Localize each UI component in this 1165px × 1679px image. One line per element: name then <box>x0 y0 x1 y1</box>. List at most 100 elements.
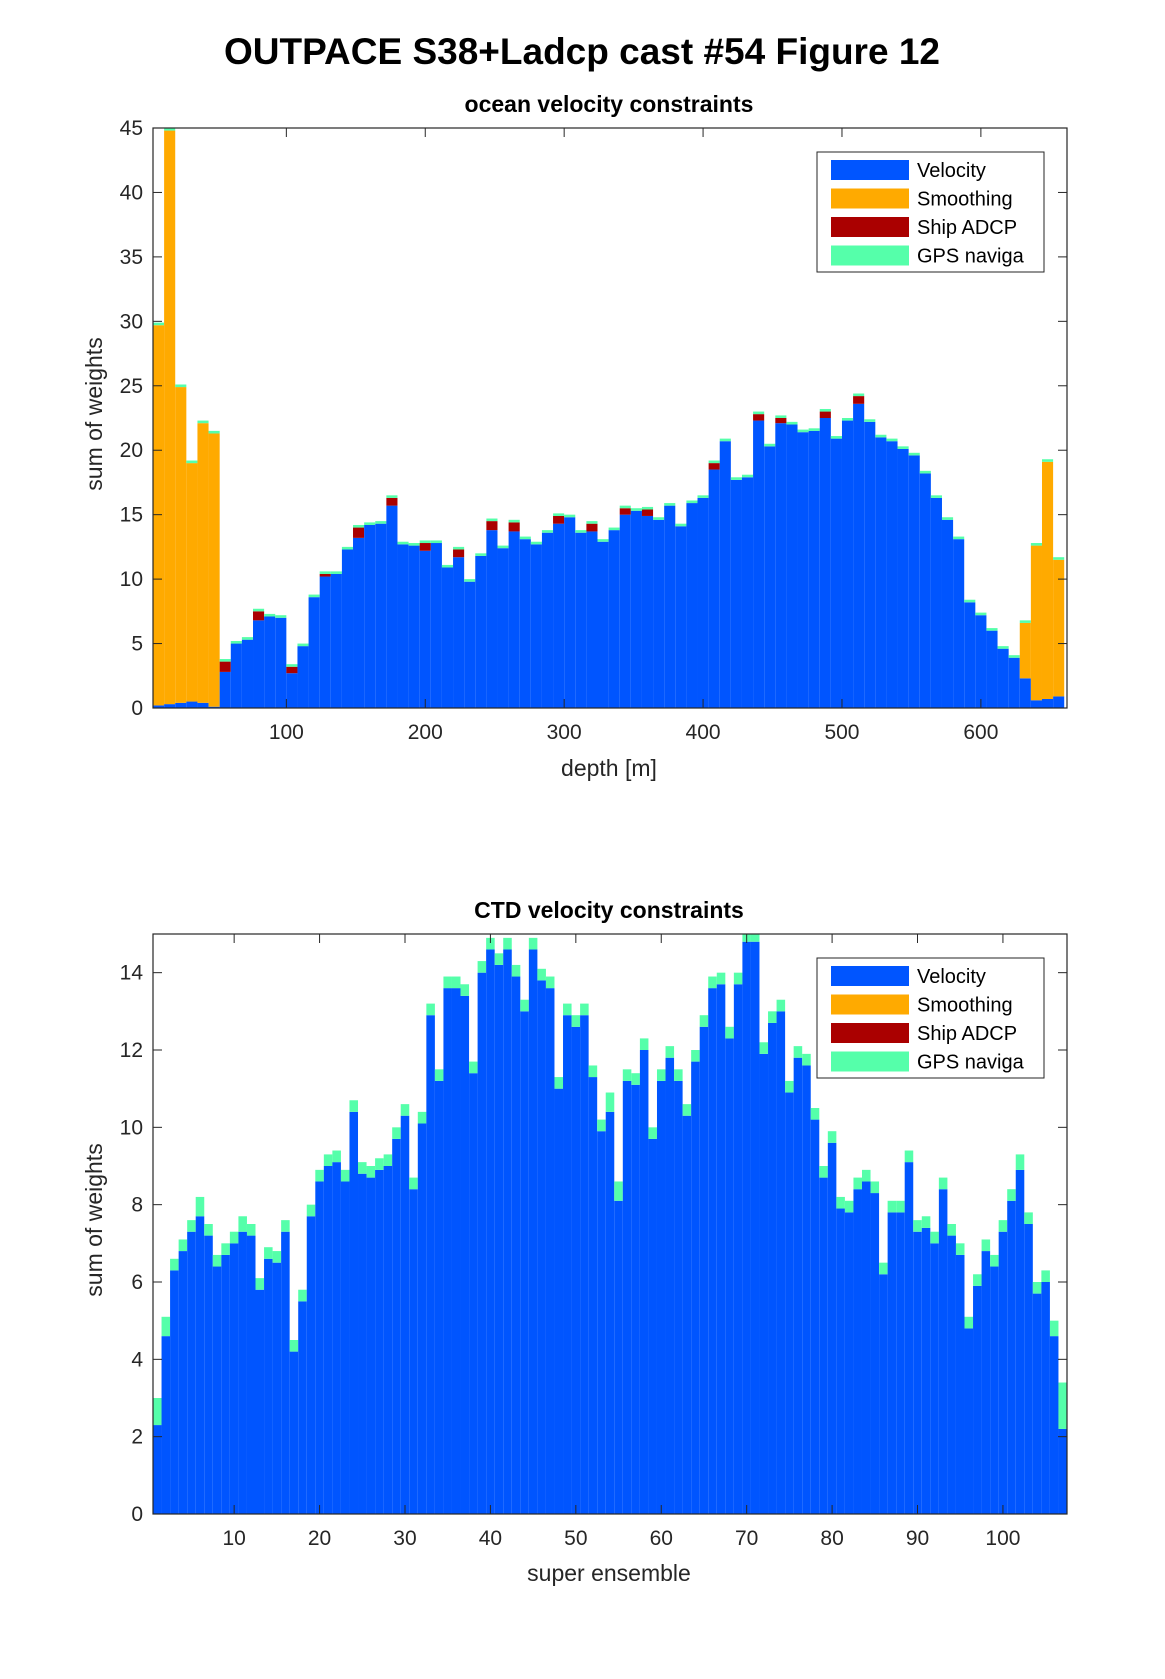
bar-gps-naviga <box>973 1274 982 1286</box>
bar-velocity <box>332 1162 341 1514</box>
y-tick-label: 10 <box>120 568 143 591</box>
bar-gps-naviga <box>619 505 631 509</box>
plot-frame <box>152 127 1068 709</box>
y-tick-label: 20 <box>120 439 143 462</box>
bar-velocity <box>753 420 765 708</box>
bar-velocity <box>460 995 470 1514</box>
bar-gps-naviga <box>981 1239 991 1252</box>
bar-gps-naviga <box>665 1046 675 1058</box>
legend-swatch <box>831 994 909 1015</box>
bar-gps-naviga <box>588 1065 598 1078</box>
bar-gps-naviga <box>358 1162 367 1174</box>
legend-label: Velocity <box>917 160 986 182</box>
bar-velocity <box>691 1061 700 1514</box>
bar-velocity <box>665 1057 675 1514</box>
bar-velocity <box>453 557 465 708</box>
bar-gps-naviga <box>785 1080 794 1093</box>
bar-velocity <box>716 984 726 1514</box>
bar-velocity <box>441 567 454 708</box>
bar-velocity <box>725 1038 734 1514</box>
bar-ship-adcp <box>553 515 565 524</box>
bar-gps-naviga <box>597 1119 606 1132</box>
y-tick-label: 4 <box>131 1348 143 1371</box>
bar-gps-naviga <box>264 1247 273 1259</box>
bar-smoothing <box>1019 622 1031 679</box>
bar-velocity <box>175 702 187 708</box>
bar-velocity <box>586 531 598 708</box>
y-tick-label: 15 <box>120 504 143 527</box>
bar-velocity <box>497 548 509 708</box>
bar-gps-naviga <box>409 1177 418 1190</box>
bar-velocity <box>808 430 820 708</box>
bar-gps-naviga <box>375 1158 384 1170</box>
bar-velocity <box>1008 657 1020 708</box>
x-tick-label: 600 <box>963 721 998 744</box>
bar-gps-naviga <box>564 514 576 518</box>
bar-velocity <box>947 1235 956 1514</box>
bar-velocity <box>608 530 620 708</box>
bar-gps-naviga <box>682 1104 692 1116</box>
bar-gps-naviga <box>955 1243 965 1255</box>
bar-velocity <box>697 497 709 708</box>
bar-velocity <box>197 702 209 708</box>
bar-velocity <box>537 980 546 1514</box>
bar-velocity <box>786 424 798 708</box>
x-tick-label: 90 <box>906 1527 929 1550</box>
bar-velocity <box>364 524 376 708</box>
axes: 100 200 300 400 500 600 0 5 10 15 20 25 30 35 40 45 <box>120 117 1068 744</box>
x-tick-label: 50 <box>564 1527 587 1550</box>
bar-gps-naviga <box>941 517 954 520</box>
bar-ship-adcp <box>386 497 398 506</box>
bar-gps-naviga <box>904 1150 914 1163</box>
bar-velocity <box>161 1336 171 1514</box>
bar-velocity <box>841 420 854 708</box>
bar-velocity <box>264 1258 273 1514</box>
bar-ship-adcp <box>453 549 465 558</box>
y-tick-label: 8 <box>131 1194 143 1217</box>
bar-gps-naviga <box>530 541 542 545</box>
bar-velocity <box>409 1189 418 1514</box>
bar-gps-naviga <box>366 1166 376 1178</box>
bar-gps-naviga <box>841 418 854 421</box>
bar-velocity <box>733 984 743 1514</box>
bar-velocity <box>897 448 909 708</box>
bar-gps-naviga <box>686 500 698 504</box>
x-axis-label: super ensemble <box>527 1560 691 1586</box>
bar-gps-naviga <box>808 428 820 431</box>
bar-gps-naviga <box>830 436 842 439</box>
bar-velocity <box>204 1235 213 1514</box>
y-tick-label: 25 <box>120 375 143 398</box>
bar-velocity <box>1049 1336 1059 1514</box>
bar-gps-naviga <box>964 599 976 603</box>
bar-velocity <box>682 1115 692 1514</box>
bar-velocity <box>708 469 720 708</box>
bar-gps-naviga <box>864 419 876 422</box>
bar-gps-naviga <box>786 421 798 425</box>
y-tick-label: 45 <box>120 117 143 140</box>
bar-gps-naviga <box>716 972 726 985</box>
bar-gps-naviga <box>775 415 787 418</box>
bar-velocity <box>1053 696 1065 708</box>
bar-gps-naviga <box>451 976 461 989</box>
bar-gps-naviga <box>486 937 495 950</box>
bar-gps-naviga <box>750 934 760 942</box>
bar-gps-naviga <box>725 1026 734 1039</box>
chart-title: ocean velocity constraints <box>465 91 754 117</box>
bar-velocity <box>836 1208 845 1514</box>
bar-gps-naviga <box>930 495 942 498</box>
bar-velocity <box>475 555 487 708</box>
bar-gps-naviga <box>417 1111 427 1124</box>
bar-gps-naviga <box>919 470 931 474</box>
bar-gps-naviga <box>631 1073 640 1085</box>
bar-gps-naviga <box>1024 1212 1033 1224</box>
bar-velocity <box>443 988 452 1514</box>
bar-gps-naviga <box>675 523 687 527</box>
ctd-velocity-constraints-chart: CTD velocity constraints 10 20 30 40 50 60 70 8… <box>81 897 1068 1586</box>
bar-velocity <box>530 544 542 708</box>
bar-velocity <box>997 648 1009 708</box>
bar-velocity <box>571 1026 581 1514</box>
bar-gps-naviga <box>699 1015 709 1027</box>
bar-gps-naviga <box>1042 459 1054 462</box>
bar-velocity <box>759 1053 769 1514</box>
bar-gps-naviga <box>164 128 176 131</box>
